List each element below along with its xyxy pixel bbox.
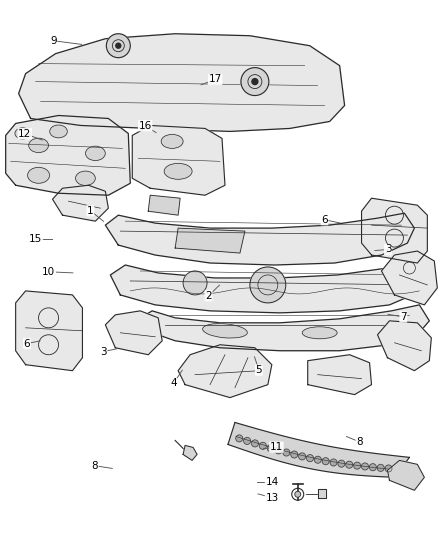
Circle shape [360, 463, 367, 470]
Polygon shape [18, 34, 344, 132]
Text: 4: 4 [170, 378, 177, 389]
Circle shape [183, 271, 207, 295]
Circle shape [314, 456, 321, 463]
Polygon shape [387, 461, 424, 490]
Ellipse shape [85, 146, 105, 160]
Circle shape [337, 460, 344, 467]
Circle shape [267, 445, 274, 451]
Ellipse shape [75, 171, 95, 185]
Text: 6: 6 [24, 338, 30, 349]
Circle shape [345, 461, 352, 468]
Text: 12: 12 [18, 128, 31, 139]
Ellipse shape [49, 125, 67, 138]
Circle shape [290, 451, 297, 458]
Polygon shape [361, 198, 426, 263]
Circle shape [298, 453, 305, 460]
Polygon shape [317, 489, 325, 498]
Ellipse shape [164, 163, 192, 179]
Text: 6: 6 [321, 215, 327, 225]
Circle shape [235, 435, 242, 442]
Text: 10: 10 [42, 267, 55, 277]
Circle shape [251, 78, 257, 85]
Ellipse shape [15, 128, 30, 139]
Circle shape [251, 440, 258, 447]
Ellipse shape [28, 167, 49, 183]
Ellipse shape [202, 324, 247, 338]
Polygon shape [307, 355, 371, 394]
Text: 16: 16 [138, 120, 152, 131]
Circle shape [384, 465, 391, 472]
Polygon shape [53, 185, 108, 221]
Polygon shape [227, 423, 409, 478]
Polygon shape [140, 305, 428, 351]
Circle shape [282, 449, 289, 456]
Text: 3: 3 [100, 346, 106, 357]
Text: 3: 3 [384, 245, 390, 254]
Circle shape [243, 438, 250, 445]
Text: 1: 1 [87, 206, 93, 216]
Polygon shape [175, 228, 244, 253]
Polygon shape [381, 251, 436, 305]
Circle shape [249, 267, 285, 303]
Circle shape [275, 447, 281, 454]
Polygon shape [178, 345, 271, 398]
Text: 14: 14 [265, 477, 278, 487]
Polygon shape [105, 311, 162, 355]
Circle shape [329, 459, 336, 466]
Circle shape [321, 458, 328, 465]
Circle shape [294, 491, 300, 497]
Polygon shape [16, 291, 82, 370]
Polygon shape [148, 195, 180, 215]
Text: 8: 8 [91, 461, 98, 471]
Ellipse shape [28, 138, 48, 152]
Ellipse shape [161, 134, 183, 148]
Polygon shape [6, 116, 130, 195]
Text: 15: 15 [29, 234, 42, 244]
Circle shape [353, 462, 360, 469]
Polygon shape [105, 213, 413, 265]
Ellipse shape [301, 327, 336, 339]
Polygon shape [183, 446, 197, 461]
Circle shape [259, 442, 266, 449]
Circle shape [376, 464, 383, 471]
Circle shape [306, 455, 313, 462]
Text: 5: 5 [255, 365, 261, 375]
Circle shape [106, 34, 130, 58]
Text: 2: 2 [205, 290, 212, 301]
Text: 17: 17 [208, 75, 221, 84]
Polygon shape [110, 261, 426, 313]
Text: 7: 7 [399, 312, 406, 322]
Text: 9: 9 [50, 36, 57, 46]
Text: 13: 13 [265, 492, 278, 503]
Polygon shape [377, 321, 431, 370]
Text: 11: 11 [269, 442, 283, 452]
Text: 8: 8 [355, 437, 362, 447]
Circle shape [116, 43, 120, 48]
Polygon shape [132, 125, 224, 195]
Circle shape [368, 464, 375, 471]
Circle shape [240, 68, 268, 95]
